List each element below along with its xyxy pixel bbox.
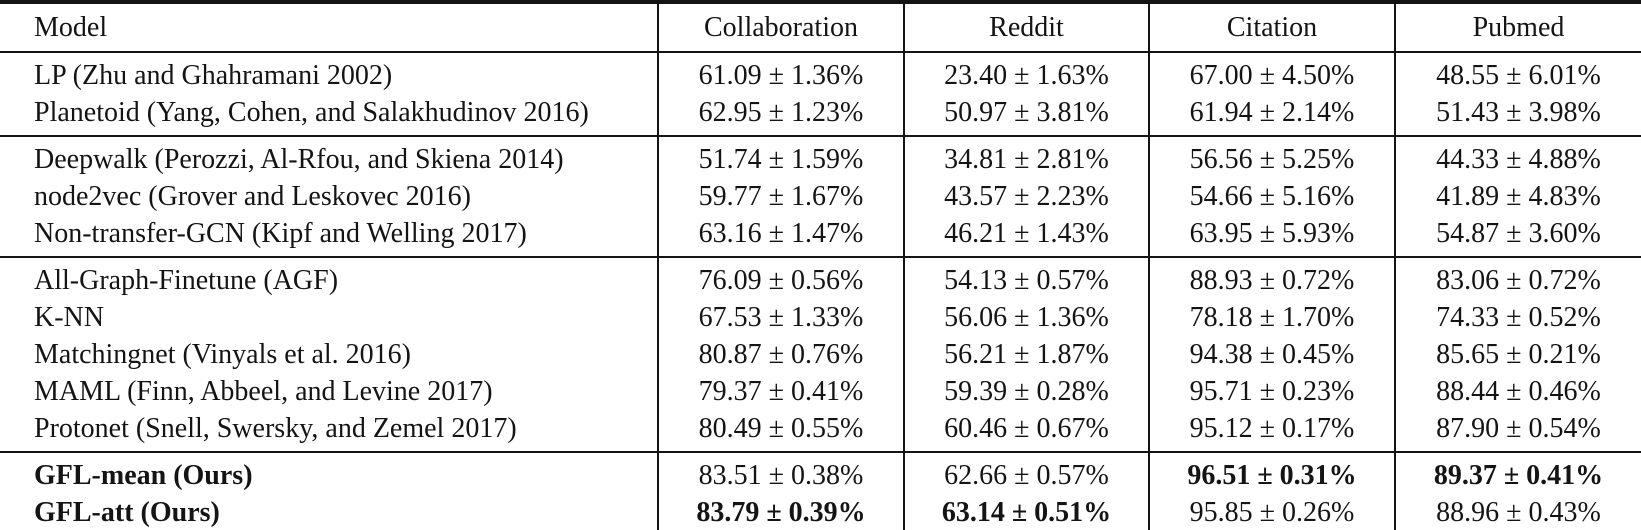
value-cell: 80.87 ± 0.76% <box>657 336 904 373</box>
table-row: MAML (Finn, Abbeel, and Levine 2017) 79.… <box>0 373 1641 410</box>
model-cell: GFL-mean (Ours) <box>0 451 658 494</box>
value-cell: 43.57 ± 2.23% <box>903 178 1149 215</box>
value-cell: 88.93 ± 0.72% <box>1148 256 1395 299</box>
value-cell: 46.21 ± 1.43% <box>903 215 1149 257</box>
value-cell: 50.97 ± 3.81% <box>903 94 1149 136</box>
table-row: Matchingnet (Vinyals et al. 2016) 80.87 … <box>0 336 1641 373</box>
model-cell: Deepwalk (Perozzi, Al-Rfou, and Skiena 2… <box>0 135 658 178</box>
value-cell: 54.66 ± 5.16% <box>1148 178 1395 215</box>
value-cell: 95.12 ± 0.17% <box>1148 410 1395 452</box>
value-cell: 41.89 ± 4.83% <box>1394 178 1641 215</box>
value-cell: 54.87 ± 3.60% <box>1394 215 1641 257</box>
column-header-collaboration: Collaboration <box>657 2 904 53</box>
value-cell: 56.21 ± 1.87% <box>903 336 1149 373</box>
model-cell: Non-transfer-GCN (Kipf and Welling 2017) <box>34 217 527 249</box>
group-embedding-methods: Deepwalk (Perozzi, Al-Rfou, and Skiena 2… <box>0 135 1641 257</box>
group-ours: GFL-mean (Ours) 83.51 ± 0.38% 62.66 ± 0.… <box>0 451 1641 530</box>
value-cell: 67.53 ± 1.33% <box>657 299 904 336</box>
value-cell: 96.51 ± 0.31% <box>1148 451 1395 494</box>
value-cell: 83.79 ± 0.39% <box>657 494 904 530</box>
column-header-reddit: Reddit <box>903 2 1149 53</box>
model-cell: node2vec (Grover and Leskovec 2016) <box>34 180 471 212</box>
value-cell: 61.94 ± 2.14% <box>1148 94 1395 136</box>
value-cell: 62.66 ± 0.57% <box>903 451 1149 494</box>
table-row: Non-transfer-GCN (Kipf and Welling 2017)… <box>0 215 1641 257</box>
model-cell: LP (Zhu and Ghahramani 2002) <box>34 59 393 91</box>
value-cell: 51.74 ± 1.59% <box>657 135 904 178</box>
value-cell: 56.06 ± 1.36% <box>903 299 1149 336</box>
value-cell: 85.65 ± 0.21% <box>1394 336 1641 373</box>
header-row: Model Collaboration Reddit Citation Pubm… <box>0 2 1641 53</box>
value-cell: 83.51 ± 0.38% <box>657 451 904 494</box>
table-row: GFL-mean (Ours) 83.51 ± 0.38% 62.66 ± 0.… <box>0 451 1641 494</box>
value-cell: 89.37 ± 0.41% <box>1394 451 1641 494</box>
table-row: Deepwalk (Perozzi, Al-Rfou, and Skiena 2… <box>0 135 1641 178</box>
value-cell: 61.09 ± 1.36% <box>657 52 904 94</box>
value-cell: 79.37 ± 0.41% <box>657 373 904 410</box>
value-cell: 48.55 ± 6.01% <box>1394 52 1641 94</box>
column-header-pubmed: Pubmed <box>1394 2 1641 53</box>
value-cell: 56.56 ± 5.25% <box>1148 135 1395 178</box>
value-cell: 34.81 ± 2.81% <box>903 135 1149 178</box>
table-row: K-NN 67.53 ± 1.33% 56.06 ± 1.36% 78.18 ±… <box>0 299 1641 336</box>
value-cell: 60.46 ± 0.67% <box>903 410 1149 452</box>
column-header-model: Model <box>0 2 658 53</box>
value-cell: 95.85 ± 0.26% <box>1148 494 1395 530</box>
group-transfer-metalearning: All-Graph-Finetune (AGF) 76.09 ± 0.56% 5… <box>0 256 1641 452</box>
table-row: Protonet (Snell, Swersky, and Zemel 2017… <box>0 410 1641 452</box>
model-cell: All-Graph-Finetune (AGF) <box>0 256 658 299</box>
table-row: LP (Zhu and Ghahramani 2002) 61.09 ± 1.3… <box>0 52 1641 94</box>
group-baselines-lp: LP (Zhu and Ghahramani 2002) 61.09 ± 1.3… <box>0 52 1641 136</box>
value-cell: 44.33 ± 4.88% <box>1394 135 1641 178</box>
value-cell: 88.96 ± 0.43% <box>1394 494 1641 530</box>
value-cell: 88.44 ± 0.46% <box>1394 373 1641 410</box>
value-cell: 23.40 ± 1.63% <box>903 52 1149 94</box>
value-cell: 54.13 ± 0.57% <box>903 256 1149 299</box>
column-header-citation: Citation <box>1148 2 1395 53</box>
value-cell: 80.49 ± 0.55% <box>657 410 904 452</box>
value-cell: 87.90 ± 0.54% <box>1394 410 1641 452</box>
value-cell: 76.09 ± 0.56% <box>657 256 904 299</box>
table-header: Model Collaboration Reddit Citation Pubm… <box>0 2 1641 53</box>
value-cell: 62.95 ± 1.23% <box>657 94 904 136</box>
table-row: All-Graph-Finetune (AGF) 76.09 ± 0.56% 5… <box>0 256 1641 299</box>
value-cell: 63.14 ± 0.51% <box>903 494 1149 530</box>
table-row: GFL-att (Ours) 83.79 ± 0.39% 63.14 ± 0.5… <box>0 494 1641 530</box>
value-cell: 95.71 ± 0.23% <box>1148 373 1395 410</box>
value-cell: 59.77 ± 1.67% <box>657 178 904 215</box>
model-cell: Protonet (Snell, Swersky, and Zemel 2017… <box>34 412 517 444</box>
model-cell: GFL-att (Ours) <box>34 496 220 528</box>
value-cell: 59.39 ± 0.28% <box>903 373 1149 410</box>
table-row: node2vec (Grover and Leskovec 2016) 59.7… <box>0 178 1641 215</box>
model-cell: K-NN <box>34 301 104 333</box>
table-row: Planetoid (Yang, Cohen, and Salakhudinov… <box>0 94 1641 136</box>
value-cell: 63.16 ± 1.47% <box>657 215 904 257</box>
value-cell: 51.43 ± 3.98% <box>1394 94 1641 136</box>
model-cell: MAML (Finn, Abbeel, and Levine 2017) <box>34 375 493 407</box>
model-cell: Matchingnet (Vinyals et al. 2016) <box>34 338 412 370</box>
model-cell: Planetoid (Yang, Cohen, and Salakhudinov… <box>34 96 589 128</box>
value-cell: 74.33 ± 0.52% <box>1394 299 1641 336</box>
value-cell: 67.00 ± 4.50% <box>1148 52 1395 94</box>
value-cell: 78.18 ± 1.70% <box>1148 299 1395 336</box>
value-cell: 94.38 ± 0.45% <box>1148 336 1395 373</box>
value-cell: 83.06 ± 0.72% <box>1394 256 1641 299</box>
value-cell: 63.95 ± 5.93% <box>1148 215 1395 257</box>
